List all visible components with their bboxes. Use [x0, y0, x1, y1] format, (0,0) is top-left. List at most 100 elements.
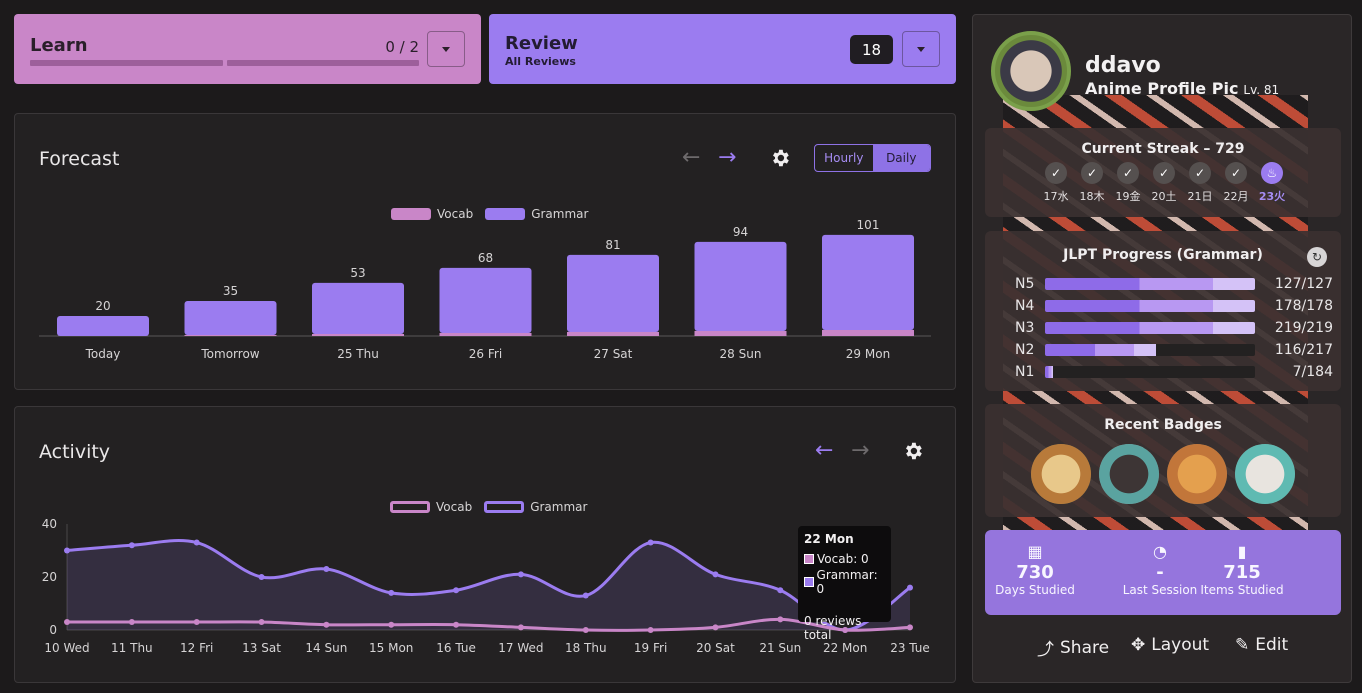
activity-x-tick: 12 Fri	[180, 641, 213, 655]
review-card[interactable]: Review All Reviews 18	[489, 14, 956, 84]
activity-x-tick: 18 Thu	[565, 641, 607, 655]
forecast-bar-label: 68	[478, 251, 493, 265]
activity-legend: Vocab Grammar	[390, 500, 587, 514]
activity-chart: 0 20 40 10 Wed 11 Thu 12 Fri 13 Sat 14 Sun 15 Mo…	[42, 517, 930, 655]
toggle-daily[interactable]: Daily	[872, 145, 930, 171]
grammar-point	[193, 539, 200, 546]
username: ddavo	[1085, 53, 1161, 78]
badge-torii-icon[interactable]	[1031, 444, 1091, 504]
edit-button[interactable]: ✎ Edit	[1235, 635, 1288, 655]
activity-x-tick: 14 Sun	[305, 641, 347, 655]
jlpt-progress-bar	[1045, 366, 1255, 378]
toggle-hourly[interactable]: Hourly	[824, 151, 864, 165]
activity-x-tick: 17 Wed	[498, 641, 543, 655]
chevron-down-icon	[442, 46, 450, 52]
learn-progress-bar-1	[30, 60, 223, 66]
grammar-point	[323, 566, 330, 573]
forecast-chart: 20 Today 35 Tomorrow 53 25 Thu 68 26 Fri 81 27 Sa…	[39, 218, 931, 361]
streak-day: ✓ 17水	[1041, 162, 1071, 204]
activity-next-arrow-icon[interactable]: →	[851, 438, 870, 463]
jlpt-progress-fill	[1045, 344, 1157, 356]
jlpt-progress-bar	[1045, 322, 1255, 334]
layout-button[interactable]: ✥ Layout	[1131, 635, 1209, 655]
activity-x-tick: 13 Sat	[242, 641, 281, 655]
vocab-point	[453, 621, 460, 628]
vocab-point	[193, 619, 200, 626]
grammar-point	[777, 587, 784, 594]
vocab-point	[323, 621, 330, 628]
tooltip-total: 0 reviews total	[804, 614, 862, 642]
check-icon: ✓	[1117, 162, 1139, 184]
forecast-x-tick: 28 Sun	[720, 347, 762, 361]
flame-icon: ♨	[1261, 162, 1283, 184]
learn-dropdown-button[interactable]	[427, 31, 465, 67]
jlpt-progress-fill	[1045, 278, 1255, 290]
bar-chart-icon: ▮	[1237, 542, 1247, 561]
vocab-point	[712, 624, 719, 631]
forecast-x-tick: Tomorrow	[200, 347, 259, 361]
check-icon: ✓	[1045, 162, 1067, 184]
forecast-legend: Vocab Grammar	[391, 207, 588, 221]
avatar[interactable]	[991, 31, 1071, 111]
forecast-prev-arrow-icon[interactable]: ←	[682, 145, 701, 170]
jlpt-row: N2 116/217	[1015, 342, 1345, 358]
share-label: Share	[1060, 637, 1110, 658]
activity-x-tick: 20 Sat	[696, 641, 735, 655]
streak-day-label: 17水	[1043, 190, 1069, 203]
forecast-bar-label: 101	[857, 218, 880, 232]
review-subtitle: All Reviews	[505, 55, 576, 68]
forecast-bar-grammar	[439, 267, 532, 333]
forecast-title: Forecast	[39, 148, 120, 170]
activity-prev-arrow-icon[interactable]: ←	[815, 438, 834, 463]
forecast-bar-label: 53	[350, 266, 365, 280]
activity-x-tick: 10 Wed	[44, 641, 89, 655]
stat-items-label: Items Studied	[1200, 583, 1284, 597]
legend-grammar: Grammar	[531, 207, 589, 221]
refresh-icon[interactable]: ↻	[1307, 247, 1327, 267]
forecast-bar-grammar	[57, 315, 149, 336]
badge-samurai-icon[interactable]	[1099, 444, 1159, 504]
forecast-bar-grammar	[694, 241, 787, 331]
grammar-point	[453, 587, 460, 594]
forecast-range-toggle: Hourly Daily	[814, 144, 931, 172]
forecast-x-tick: 29 Mon	[846, 347, 890, 361]
share-button[interactable]: ⤴ Share	[1037, 635, 1110, 661]
tooltip-grammar: Grammar: 0	[816, 568, 878, 596]
streak-day-label: 22月	[1223, 190, 1249, 203]
badges-section: Recent Badges	[985, 404, 1341, 517]
forecast-bar-label: 81	[605, 238, 620, 252]
activity-tooltip: 22 Mon Vocab: 0 Grammar: 0 0 reviews tot…	[798, 526, 891, 642]
check-icon: ✓	[1225, 162, 1247, 184]
streak-day: ✓ 21日	[1185, 162, 1215, 204]
activity-x-tick: 16 Tue	[436, 641, 476, 655]
activity-title: Activity	[39, 441, 111, 463]
legend-vocab: Vocab	[437, 207, 474, 221]
vocab-line	[66, 617, 911, 632]
streak-day: ✓ 20土	[1149, 162, 1179, 204]
share-icon: ⤴	[1037, 640, 1054, 660]
learn-card[interactable]: Learn 0 / 2	[14, 14, 481, 84]
badge-house-icon[interactable]	[1167, 444, 1227, 504]
activity-x-tick: 21 Sun	[759, 641, 801, 655]
review-dropdown-button[interactable]	[902, 31, 940, 67]
streak-day: ✓ 19金	[1113, 162, 1143, 204]
jlpt-value: 116/217	[1274, 342, 1333, 358]
forecast-bar-vocab	[694, 330, 787, 336]
grammar-point	[907, 584, 913, 591]
streak-title: Current Streak – 729	[1081, 141, 1245, 157]
activity-settings-gear-icon[interactable]	[902, 440, 924, 462]
forecast-next-arrow-icon[interactable]: →	[718, 145, 737, 170]
grammar-point	[128, 542, 135, 549]
streak-day: ✓ 18木	[1077, 162, 1107, 204]
forecast-settings-gear-icon[interactable]	[769, 147, 791, 169]
tooltip-grammar-swatch	[804, 577, 814, 587]
badge-cards-icon[interactable]	[1235, 444, 1295, 504]
forecast-bar-label: 35	[223, 284, 238, 298]
vocab-point	[777, 616, 784, 623]
calendar-icon: ▦	[1027, 542, 1043, 561]
vocab-point	[517, 624, 524, 631]
tooltip-vocab-swatch	[804, 554, 814, 564]
forecast-bar-vocab	[312, 333, 404, 336]
jlpt-progress-fill	[1045, 366, 1054, 378]
forecast-bar-grammar	[567, 254, 659, 332]
